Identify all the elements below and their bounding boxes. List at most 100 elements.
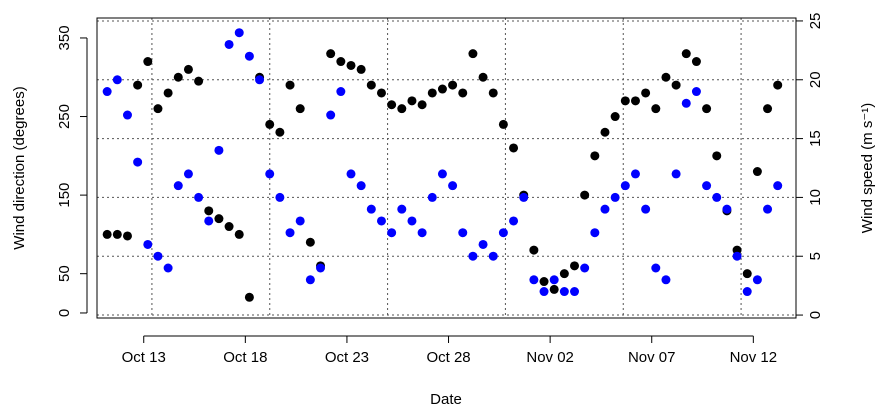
point	[620, 96, 630, 106]
y2-tick-label: 10	[807, 189, 824, 206]
point	[468, 251, 478, 261]
x-tick-label: Oct 23	[325, 349, 369, 366]
point	[610, 112, 620, 122]
point	[752, 275, 762, 285]
point	[752, 167, 762, 177]
point	[305, 237, 315, 247]
point	[580, 190, 590, 200]
point	[173, 72, 183, 82]
point	[204, 216, 214, 226]
point	[427, 192, 437, 202]
point	[285, 228, 295, 238]
x-tick-label: Nov 12	[730, 349, 778, 366]
point	[712, 192, 722, 202]
point	[346, 60, 356, 70]
point	[498, 119, 508, 129]
y2-tick-label: 20	[807, 71, 824, 88]
point	[376, 216, 386, 226]
point	[691, 57, 701, 67]
y-tick-label: 50	[56, 265, 73, 282]
point	[346, 169, 356, 179]
point	[336, 87, 346, 97]
point	[600, 204, 610, 214]
point	[681, 49, 691, 59]
point	[153, 104, 163, 114]
point	[590, 151, 600, 161]
point	[702, 181, 712, 191]
point	[529, 245, 539, 255]
point	[194, 76, 204, 86]
y2-axis-title: Wind speed (m s⁻¹)	[859, 103, 876, 233]
point	[214, 214, 224, 224]
point	[366, 80, 376, 90]
point	[407, 96, 417, 106]
y-tick-label: 0	[56, 309, 73, 317]
point	[143, 239, 153, 249]
point	[163, 263, 173, 273]
point	[539, 287, 549, 297]
point	[519, 192, 529, 202]
point	[204, 206, 214, 216]
point	[112, 75, 122, 85]
point	[133, 80, 143, 90]
point	[133, 157, 143, 167]
point	[671, 80, 681, 90]
point	[722, 204, 732, 214]
point	[498, 228, 508, 238]
point	[580, 263, 590, 273]
point	[559, 287, 569, 297]
x-tick-label: Nov 02	[526, 349, 574, 366]
point	[549, 284, 559, 294]
point	[509, 216, 519, 226]
y-tick-label: 150	[56, 183, 73, 208]
point	[478, 239, 488, 249]
point	[742, 287, 752, 297]
x-tick-label: Oct 13	[122, 349, 166, 366]
point	[224, 39, 234, 49]
point	[244, 292, 254, 302]
point	[742, 269, 752, 279]
point	[630, 96, 640, 106]
x-tick-label: Nov 07	[628, 349, 676, 366]
point	[387, 228, 397, 238]
point	[102, 87, 112, 97]
point	[397, 104, 407, 114]
point	[244, 51, 254, 61]
point	[163, 88, 173, 98]
point	[488, 88, 498, 98]
plot-frame	[96, 17, 797, 319]
point	[173, 181, 183, 191]
point	[437, 84, 447, 94]
point	[651, 263, 661, 273]
point	[630, 169, 640, 179]
point	[153, 251, 163, 261]
point	[691, 87, 701, 97]
point	[651, 104, 661, 114]
point	[712, 151, 722, 161]
point	[448, 181, 458, 191]
point	[437, 169, 447, 179]
point	[488, 251, 498, 261]
point	[214, 145, 224, 155]
point	[641, 204, 651, 214]
point	[610, 192, 620, 202]
point	[529, 275, 539, 285]
point	[326, 49, 336, 59]
point	[183, 169, 193, 179]
point	[681, 98, 691, 108]
point	[143, 57, 153, 67]
point	[773, 80, 783, 90]
point	[620, 181, 630, 191]
point	[295, 216, 305, 226]
x-tick-label: Oct 28	[426, 349, 470, 366]
point	[122, 110, 132, 120]
y-axis-title: Wind direction (degrees)	[11, 86, 28, 249]
point	[661, 72, 671, 82]
point	[387, 100, 397, 110]
point	[773, 181, 783, 191]
point	[559, 269, 569, 279]
point	[458, 228, 468, 238]
point	[265, 119, 275, 129]
y2-tick-label: 25	[807, 13, 824, 30]
y2-tick-label: 15	[807, 130, 824, 147]
